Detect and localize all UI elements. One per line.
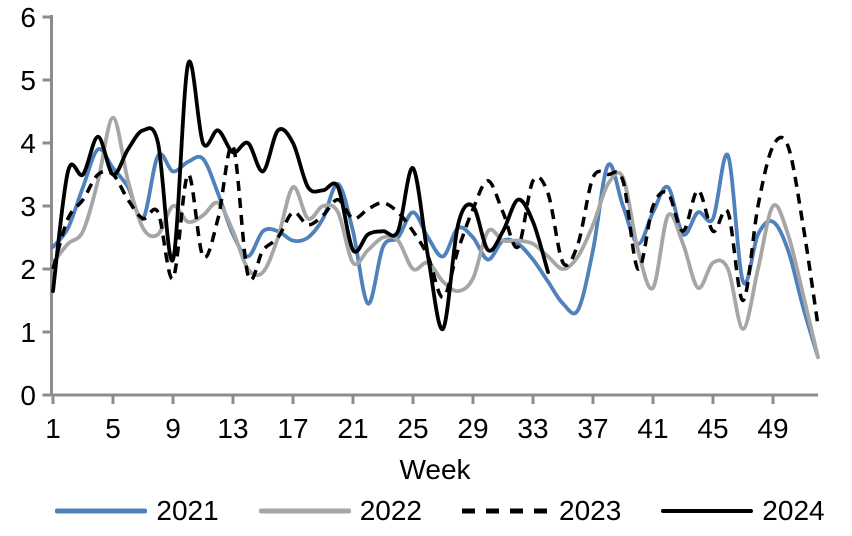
legend-label-2024: 2024 bbox=[762, 495, 825, 526]
legend-label-2021: 2021 bbox=[156, 495, 219, 526]
legend-item-2023: 2023 bbox=[462, 494, 621, 528]
x-tick-label: 37 bbox=[577, 413, 608, 444]
series-line-2021 bbox=[51, 147, 820, 360]
y-tick-label: 3 bbox=[20, 191, 36, 222]
legend-item-2021: 2021 bbox=[55, 494, 219, 528]
x-tick-label: 41 bbox=[637, 413, 668, 444]
y-tick-label: 1 bbox=[20, 317, 36, 348]
legend-label-2022: 2022 bbox=[359, 495, 422, 526]
x-tick-label: 5 bbox=[105, 413, 121, 444]
x-tick-label: 17 bbox=[277, 413, 308, 444]
series-line-2023 bbox=[51, 135, 820, 326]
x-tick-label: 45 bbox=[697, 413, 728, 444]
x-tick-label: 29 bbox=[457, 413, 488, 444]
x-tick-label: 25 bbox=[397, 413, 428, 444]
legend-label-2023: 2023 bbox=[559, 495, 622, 526]
x-tick-label: 9 bbox=[165, 413, 181, 444]
x-axis-title: Week bbox=[399, 454, 471, 485]
x-tick-label: 1 bbox=[45, 413, 61, 444]
x-tick-label: 33 bbox=[517, 413, 548, 444]
legend-line-2022-icon bbox=[258, 508, 351, 514]
x-tick-label: 13 bbox=[217, 413, 248, 444]
x-tick-label: 49 bbox=[757, 413, 788, 444]
legend-item-2022: 2022 bbox=[258, 494, 422, 528]
legend-item-2024: 2024 bbox=[661, 494, 825, 528]
legend-dashed-line-2023-icon bbox=[462, 508, 550, 514]
y-tick-label: 4 bbox=[20, 128, 36, 159]
y-tick-label: 6 bbox=[20, 2, 36, 33]
legend-line-2021-icon bbox=[55, 508, 148, 514]
chart-legend: 2021 2022 2023 2024 bbox=[0, 494, 852, 528]
y-tick-label: 0 bbox=[20, 380, 36, 411]
x-tick-label: 21 bbox=[337, 413, 368, 444]
legend-line-2024-icon bbox=[661, 509, 754, 513]
y-tick-label: 2 bbox=[20, 254, 36, 285]
y-tick-label: 5 bbox=[20, 65, 36, 96]
series-line-2024 bbox=[51, 59, 550, 331]
